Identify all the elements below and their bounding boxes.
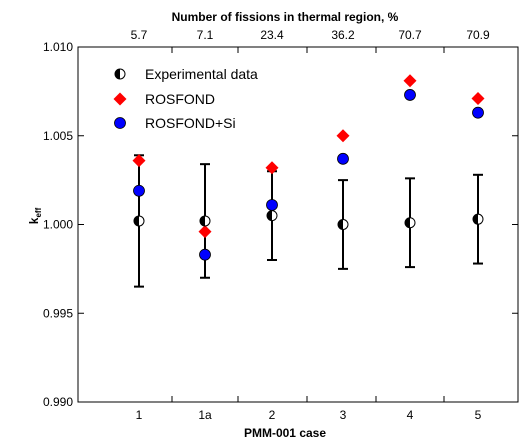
legend-label: Experimental data bbox=[145, 66, 258, 82]
rosfond-si-point bbox=[133, 184, 145, 197]
y-tick-label: 0.990 bbox=[43, 395, 73, 409]
experimental-point bbox=[337, 219, 349, 230]
experimental-point bbox=[133, 215, 145, 227]
rosfond-point bbox=[471, 91, 485, 105]
rosfond-point bbox=[265, 161, 279, 175]
rosfond-si-point bbox=[266, 199, 278, 211]
experimental-point bbox=[266, 210, 278, 222]
experimental-point bbox=[404, 217, 416, 229]
error-bars bbox=[134, 154, 483, 288]
legend-marker-experimental bbox=[114, 68, 126, 80]
x-tick-label: 1a bbox=[198, 408, 212, 422]
plot-frame bbox=[77, 46, 519, 403]
x-tick-label: 3 bbox=[340, 408, 347, 422]
rosfond-si-point bbox=[404, 89, 416, 101]
rosfond-si-point bbox=[337, 152, 349, 165]
experimental-point bbox=[472, 213, 484, 225]
top-tick-label: 70.7 bbox=[398, 28, 422, 42]
rosfond-point bbox=[132, 154, 146, 168]
legend-marker-rosfond bbox=[113, 92, 127, 106]
data-marks bbox=[132, 74, 485, 261]
rosfond-si-point bbox=[472, 106, 484, 119]
experimental-point-fill bbox=[267, 210, 272, 221]
x-tick-label: 4 bbox=[407, 408, 414, 422]
y-axis-title-subscript: eff bbox=[34, 207, 43, 217]
x-axis-title: PMM-001 case bbox=[244, 426, 326, 440]
rosfond-point bbox=[403, 74, 417, 88]
x-tick-label: 5 bbox=[475, 408, 482, 422]
y-tick-label: 1.005 bbox=[43, 129, 73, 143]
legend-marker-rosfond-si bbox=[114, 117, 126, 129]
legend: Experimental data ROSFOND ROSFOND+Si bbox=[113, 66, 258, 131]
x-tick-label: 2 bbox=[269, 408, 276, 422]
top-tick-label: 5.7 bbox=[131, 28, 148, 42]
ticks: 0.990 0.995 1.000 1.005 1.010 1 5.7 1a 7.1 2 23.4 3… bbox=[43, 28, 518, 422]
rosfond-point bbox=[336, 129, 350, 143]
legend-label: ROSFOND bbox=[145, 91, 215, 107]
top-tick-label: 23.4 bbox=[260, 28, 284, 42]
experimental-point bbox=[199, 215, 211, 227]
experimental-point-fill bbox=[338, 219, 343, 230]
top-axis-title: Number of fissions in thermal region, % bbox=[172, 10, 399, 24]
y-axis-title-main: k bbox=[27, 217, 41, 224]
top-tick-label: 7.1 bbox=[197, 28, 214, 42]
experimental-point-fill bbox=[200, 215, 205, 226]
y-tick-label: 1.010 bbox=[43, 40, 73, 54]
legend-label: ROSFOND+Si bbox=[145, 115, 236, 131]
x-tick-label: 1 bbox=[136, 408, 143, 422]
experimental-point-fill bbox=[405, 217, 410, 228]
legend-marker-experimental-fill bbox=[115, 69, 120, 79]
experimental-point-fill bbox=[134, 215, 139, 226]
rosfond-point bbox=[198, 225, 212, 239]
top-tick-label: 36.2 bbox=[331, 28, 355, 42]
experimental-point-fill bbox=[473, 214, 479, 225]
top-tick-label: 70.9 bbox=[466, 28, 490, 42]
y-tick-label: 0.995 bbox=[43, 306, 73, 320]
rosfond-si-point bbox=[199, 248, 211, 261]
y-axis-title: keff bbox=[27, 207, 43, 224]
y-tick-label: 1.000 bbox=[43, 218, 73, 232]
